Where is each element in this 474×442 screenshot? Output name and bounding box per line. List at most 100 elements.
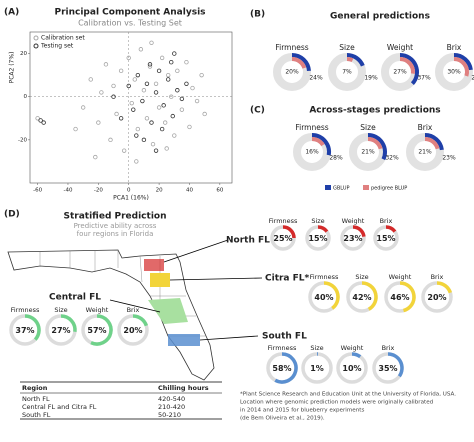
footnote: in 2014 and 2015 for blueberry experimen… xyxy=(240,408,364,414)
panel-label: (A) xyxy=(4,8,19,18)
category-label: Firmness xyxy=(275,43,308,52)
arc xyxy=(361,281,378,311)
category-label: Size xyxy=(54,306,67,314)
legend-label: pedigree BLUP xyxy=(371,186,407,192)
table-cell: 210-420 xyxy=(158,403,185,411)
point xyxy=(135,72,141,78)
point xyxy=(169,94,174,99)
point xyxy=(184,81,189,86)
category-label: Size xyxy=(355,273,368,281)
category-label: Size xyxy=(360,123,376,132)
point xyxy=(149,120,154,125)
x-tick-label: -60 xyxy=(33,188,42,194)
category-label: Firmness xyxy=(269,217,298,225)
value-label: 37% xyxy=(417,75,431,82)
legend-swatch xyxy=(325,185,331,190)
arc xyxy=(90,314,113,346)
chart-subtitle: Calibration vs. Testing Set xyxy=(78,19,182,28)
arc xyxy=(274,352,298,384)
point xyxy=(166,77,171,82)
value-label: 27% xyxy=(51,326,70,335)
footnote: (de Bem Oliveira et al., 2019). xyxy=(240,416,325,422)
value-label: 27% xyxy=(393,69,407,76)
category-label: Weight xyxy=(342,217,365,225)
table-cell: North FL xyxy=(22,395,50,403)
footnote: Location where genomic prediction models… xyxy=(240,400,434,406)
category-label: Firmness xyxy=(310,273,339,281)
point xyxy=(111,94,116,99)
category-label: Size xyxy=(311,217,324,225)
arc xyxy=(399,57,415,74)
y-tick-label: 0 xyxy=(24,94,28,100)
value-label: 35% xyxy=(378,364,397,373)
point xyxy=(199,72,204,78)
category-label: Brix xyxy=(447,43,462,52)
point xyxy=(41,120,46,125)
point xyxy=(187,124,192,130)
value-label: 46% xyxy=(390,293,409,302)
region-label: North FL xyxy=(226,236,270,246)
point xyxy=(141,137,147,143)
category-label: Weight xyxy=(86,306,109,314)
arc xyxy=(317,225,329,233)
category-label: Brix xyxy=(127,306,140,314)
arc xyxy=(323,281,340,310)
point xyxy=(179,107,185,112)
value-label: 24% xyxy=(309,75,323,82)
arc xyxy=(282,225,296,239)
arc xyxy=(351,352,362,359)
point xyxy=(108,137,113,143)
arc xyxy=(311,137,325,147)
point xyxy=(111,83,116,89)
point xyxy=(190,85,195,91)
point xyxy=(80,105,86,110)
arc xyxy=(291,57,307,69)
value-label: 28% xyxy=(329,155,343,162)
arc xyxy=(367,133,387,161)
value-label: 23% xyxy=(471,75,474,82)
arc xyxy=(453,57,469,77)
category-label: Brix xyxy=(418,123,433,132)
x-tick-label: -40 xyxy=(63,188,72,194)
category-label: Firmness xyxy=(11,306,40,314)
value-label: 57% xyxy=(87,326,106,335)
legend-swatch xyxy=(363,185,369,190)
point xyxy=(99,90,104,95)
value-label: 40% xyxy=(314,293,333,302)
legend-label: Testing set xyxy=(40,43,74,50)
point xyxy=(131,107,136,112)
value-label: 7% xyxy=(342,69,352,76)
x-tick-label: 0 xyxy=(127,188,131,194)
point xyxy=(150,141,156,147)
x-tick-label: -20 xyxy=(94,188,103,194)
legend-label: Calibration set xyxy=(41,35,85,42)
category-label: Brix xyxy=(380,217,393,225)
point xyxy=(38,118,43,123)
table-header: Region xyxy=(22,384,48,392)
value-label: 42% xyxy=(352,293,371,302)
point xyxy=(126,55,131,61)
point xyxy=(164,146,169,151)
category-label: Brix xyxy=(382,344,395,352)
arc xyxy=(311,133,331,156)
point xyxy=(170,113,175,119)
chart-title: Across-stages predictions xyxy=(309,106,440,116)
point xyxy=(153,90,159,95)
arc xyxy=(367,137,383,150)
chart-subtitle: Predictive ability across xyxy=(74,222,157,230)
point xyxy=(93,154,98,160)
point xyxy=(138,47,144,52)
region-label: South FL xyxy=(262,332,307,342)
point xyxy=(153,81,159,86)
point xyxy=(159,126,165,132)
chart-subtitle: four regions in Florida xyxy=(77,230,154,238)
y-axis-label: PCA2 (7%) xyxy=(9,52,16,84)
point xyxy=(194,98,200,104)
value-label: 1% xyxy=(310,364,324,373)
table-cell: Central FL and Citra FL xyxy=(22,403,97,411)
category-label: Brix xyxy=(431,273,444,281)
region-label: Citra FL* xyxy=(265,274,310,284)
arc xyxy=(291,53,311,72)
value-label: 19% xyxy=(364,75,378,82)
